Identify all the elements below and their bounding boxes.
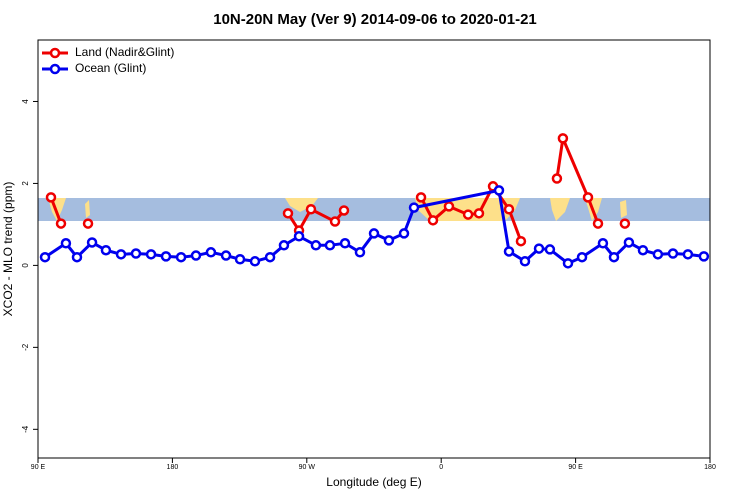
point <box>597 238 609 249</box>
point <box>115 249 127 260</box>
point <box>562 258 574 269</box>
point <box>698 251 710 262</box>
point <box>130 248 142 259</box>
y-tick-label: 2 <box>21 181 30 186</box>
x-tick-label: 180 <box>167 464 179 471</box>
x-tick-label: 0 <box>439 464 443 471</box>
point <box>205 247 217 258</box>
point <box>220 250 232 261</box>
point <box>86 237 98 248</box>
point <box>473 208 485 219</box>
y-axis-label: XCO2 - MLO trend (ppm) <box>1 182 15 317</box>
point <box>582 192 594 203</box>
x-tick-label: 90 E <box>568 464 583 471</box>
point <box>282 208 294 219</box>
point <box>82 218 94 229</box>
x-tick-label: 180 <box>704 464 716 471</box>
map-strip <box>38 198 710 221</box>
point <box>339 238 351 249</box>
point <box>462 209 474 220</box>
point <box>493 185 505 196</box>
point <box>354 247 366 258</box>
point <box>234 253 246 265</box>
point <box>310 240 322 251</box>
point <box>576 251 588 263</box>
point <box>45 192 57 203</box>
point <box>557 133 569 144</box>
point <box>652 249 664 260</box>
point <box>329 216 341 227</box>
point <box>623 237 635 248</box>
point <box>338 205 350 216</box>
point <box>427 215 439 226</box>
x-tick-label: 90 W <box>299 464 316 471</box>
point <box>503 203 515 215</box>
plot-frame <box>37 39 711 459</box>
point <box>398 228 410 239</box>
point <box>682 249 694 260</box>
point <box>533 243 545 254</box>
point <box>515 235 527 247</box>
point <box>415 192 427 203</box>
y-tick-label: -2 <box>21 343 30 351</box>
point <box>305 203 317 215</box>
point <box>160 251 172 262</box>
legend-marker <box>49 47 61 59</box>
point <box>39 251 51 263</box>
point <box>544 244 556 255</box>
chart-title: 10N-20N May (Ver 9) 2014-09-06 to 2020-0… <box>213 11 537 28</box>
point <box>264 251 276 263</box>
point <box>519 256 531 267</box>
point <box>637 244 649 256</box>
point <box>293 231 305 242</box>
y-tick-label: -4 <box>21 425 30 433</box>
point <box>667 248 679 259</box>
point <box>408 202 420 213</box>
point <box>383 235 395 246</box>
point <box>190 250 202 261</box>
point <box>100 244 112 256</box>
point <box>55 218 67 229</box>
point <box>71 251 83 263</box>
x-axis-label: Longitude (deg E) <box>326 475 421 489</box>
x-tick-label: 90 E <box>31 464 46 471</box>
point <box>249 256 261 267</box>
point <box>503 246 515 257</box>
point <box>608 251 620 263</box>
point <box>619 218 631 229</box>
point <box>145 249 157 260</box>
point <box>278 240 290 251</box>
legend-marker <box>49 63 61 75</box>
legend-label: Land (Nadir&Glint) <box>75 45 174 59</box>
point <box>443 201 455 212</box>
y-tick-label: 4 <box>21 99 30 104</box>
point <box>592 218 604 229</box>
point <box>175 251 187 263</box>
point <box>368 228 380 239</box>
point <box>324 240 336 251</box>
point <box>551 173 563 184</box>
y-tick-label: 0 <box>21 263 30 268</box>
point <box>60 238 72 249</box>
legend-label: Ocean (Glint) <box>75 61 146 75</box>
